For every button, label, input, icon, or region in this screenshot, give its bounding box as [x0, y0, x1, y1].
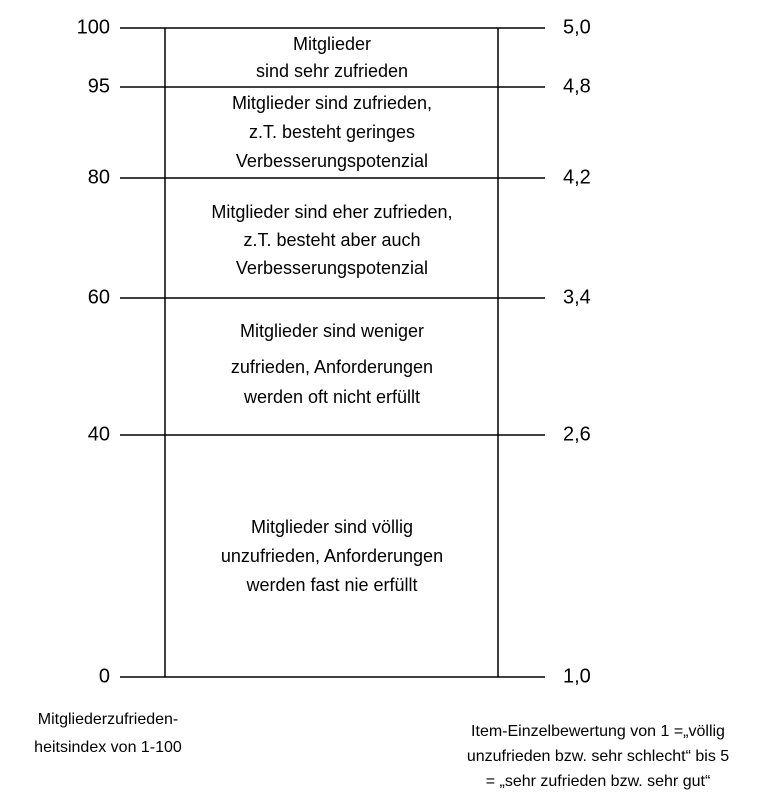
- caption-left: heitsindex von 1-100: [34, 739, 182, 756]
- band-text: sind sehr zufrieden: [256, 61, 408, 81]
- band-text: unzufrieden, Anforderungen: [221, 546, 443, 566]
- right-label: 5,0: [563, 16, 591, 38]
- band-text: Mitglieder sind völlig: [251, 517, 413, 537]
- band-text: z.T. besteht aber auch: [243, 230, 420, 250]
- left-label: 80: [88, 166, 110, 188]
- left-label: 60: [88, 286, 110, 308]
- band-text: werden oft nicht erfüllt: [243, 387, 420, 407]
- band-text: Verbesserungspotenzial: [236, 151, 428, 171]
- left-label: 95: [88, 75, 110, 97]
- band-text: Mitglieder sind weniger: [240, 321, 424, 341]
- left-label: 0: [99, 665, 110, 687]
- left-label: 40: [88, 423, 110, 445]
- band-text: Mitglieder: [293, 34, 371, 54]
- band-text: Verbesserungspotenzial: [236, 258, 428, 278]
- band-text: werden fast nie erfüllt: [245, 575, 417, 595]
- right-label: 4,8: [563, 75, 591, 97]
- right-label: 3,4: [563, 286, 591, 308]
- caption-right: = „sehr zufrieden bzw. sehr gut“: [486, 773, 711, 790]
- right-label: 4,2: [563, 166, 591, 188]
- caption-left: Mitgliederzufrieden-: [38, 711, 179, 728]
- caption-right: Item-Einzelbewertung von 1 =„völlig: [471, 723, 725, 740]
- left-label: 100: [77, 16, 110, 38]
- band-text: Mitglieder sind zufrieden,: [232, 93, 432, 113]
- right-label: 2,6: [563, 423, 591, 445]
- caption-right: unzufrieden bzw. sehr schlecht“ bis 5: [467, 748, 729, 765]
- band-text: zufrieden, Anforderungen: [231, 357, 433, 377]
- right-label: 1,0: [563, 665, 591, 687]
- band-text: z.T. besteht geringes: [249, 122, 415, 142]
- band-text: Mitglieder sind eher zufrieden,: [211, 202, 452, 222]
